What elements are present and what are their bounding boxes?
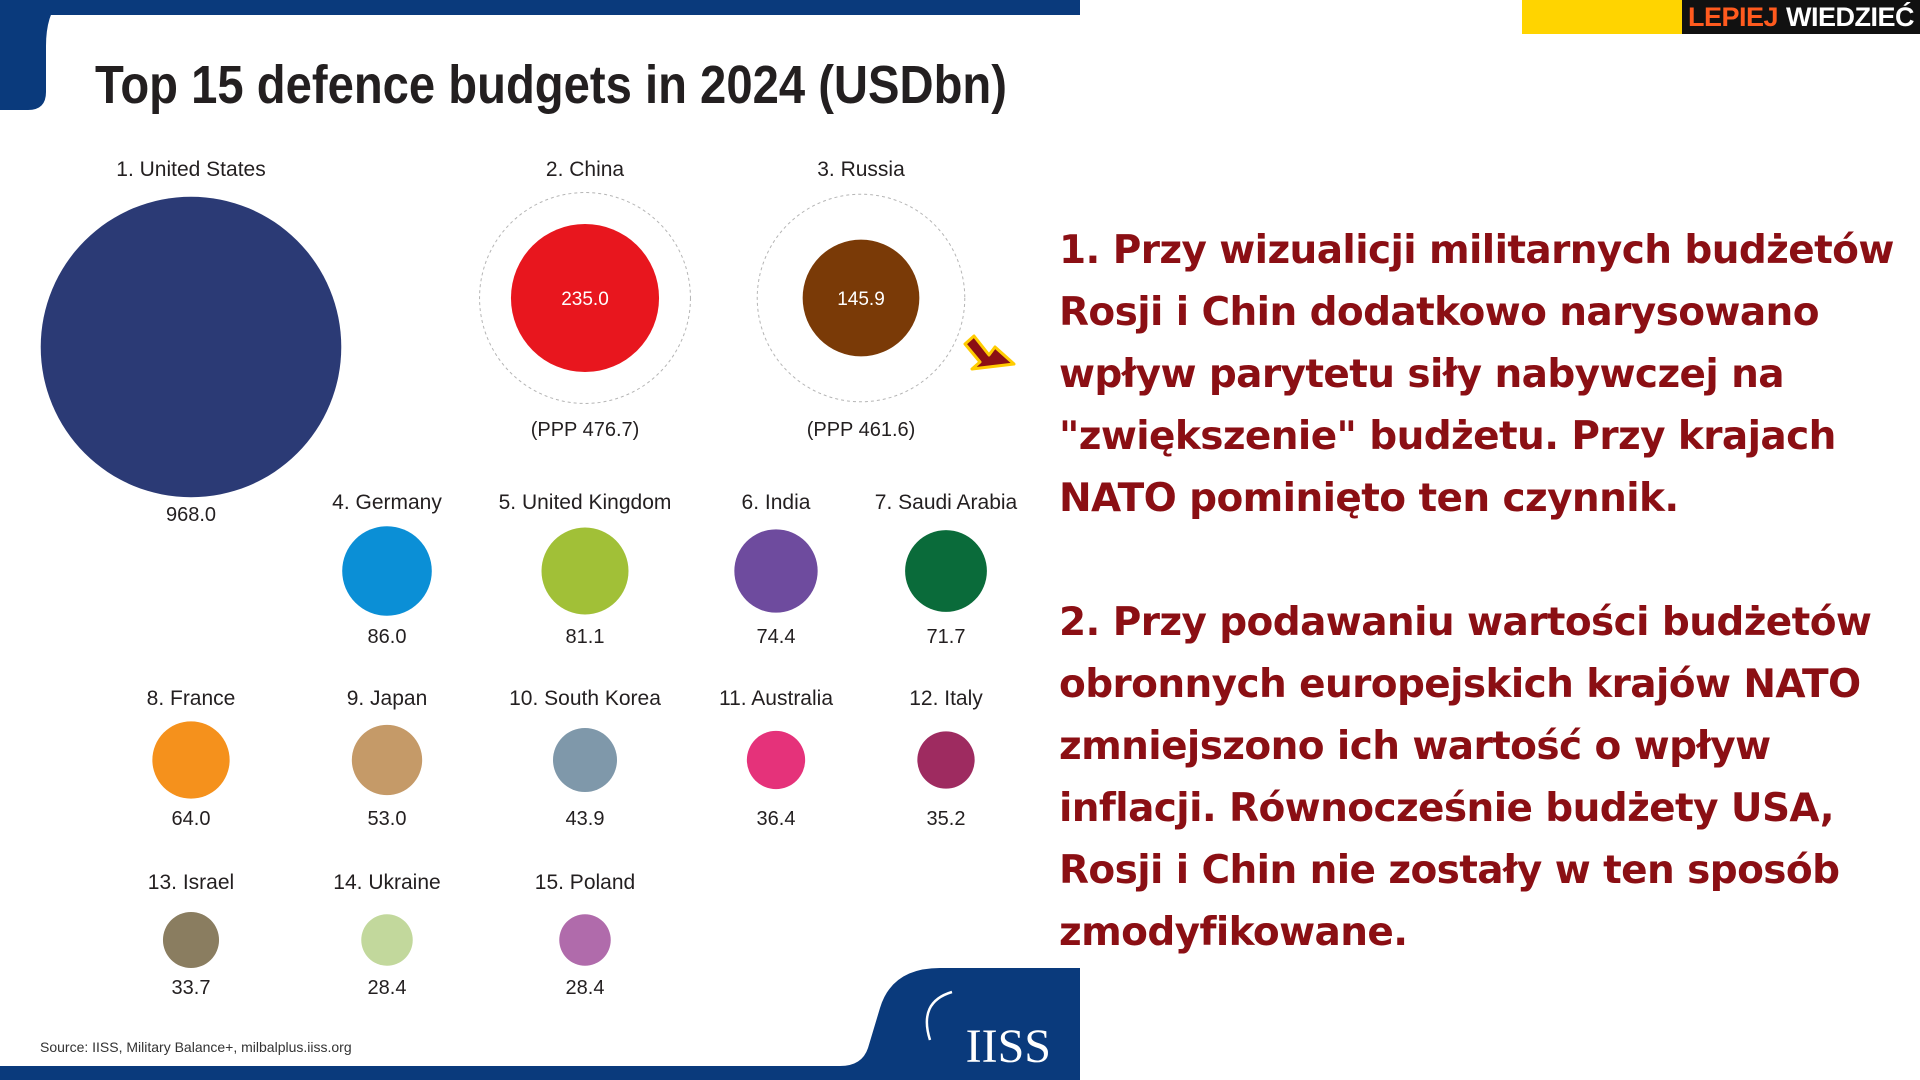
bubble-ukraine	[361, 914, 413, 966]
country-label-poland: 15. Poland	[535, 871, 635, 894]
country-label-china: 2. China	[546, 158, 625, 181]
value-label-japan: 53.0	[368, 808, 407, 830]
bubble-chart: Top 15 defence budgets in 2024 (USDbn) S…	[0, 0, 1080, 1080]
bubble-russia	[802, 239, 920, 357]
bubble-italy	[917, 731, 975, 789]
country-label-germany: 4. Germany	[332, 491, 442, 514]
bubble-japan	[351, 724, 423, 796]
country-label-israel: 13. Israel	[148, 871, 234, 894]
country-label-australia: 11. Australia	[719, 687, 833, 710]
bubble-united-kingdom	[541, 527, 629, 615]
country-label-south-korea: 10. South Korea	[509, 687, 661, 710]
country-label-india: 6. India	[742, 491, 811, 514]
commentary: 1. Przy wizualicji militarnych budżetów …	[1059, 220, 1909, 964]
value-label-saudi-arabia: 71.7	[927, 626, 966, 648]
bubble-germany	[342, 526, 432, 616]
value-label-germany: 86.0	[368, 626, 407, 648]
bubble-united-states	[40, 196, 342, 498]
badge-word-2: WIEDZIEĆ	[1786, 1, 1915, 32]
bubble-india	[734, 529, 818, 613]
frame-bottom-bar	[0, 1066, 1080, 1080]
value-label-united-states: 968.0	[166, 504, 216, 526]
country-label-united-kingdom: 5. United Kingdom	[499, 491, 672, 514]
badge-yellow-bar	[1521, 0, 1682, 34]
country-label-russia: 3. Russia	[817, 158, 905, 181]
source-note: Source: IISS, Military Balance+, milbalp…	[40, 1039, 352, 1055]
value-label-india: 74.4	[757, 626, 796, 648]
bubble-australia	[746, 730, 806, 790]
frame-top-bar	[0, 0, 1080, 15]
value-label-united-kingdom: 81.1	[566, 626, 605, 648]
value-label-italy: 35.2	[927, 808, 966, 830]
commentary-point-1: 1. Przy wizualicji militarnych budżetów …	[1059, 228, 1894, 521]
country-label-saudi-arabia: 7. Saudi Arabia	[875, 491, 1018, 514]
country-label-ukraine: 14. Ukraine	[333, 871, 440, 894]
chart-marks: 1. United States 968.0 2. China 235.0 (PPP 4…	[40, 158, 1018, 999]
ppp-ring-china	[479, 192, 691, 404]
iiss-logo-text: IISS	[966, 1020, 1051, 1073]
value-label-russia: 145.9	[837, 289, 885, 310]
badge-text-box: LEPIEJ WIEDZIEĆ	[1681, 0, 1920, 34]
bubble-saudi-arabia	[905, 530, 987, 612]
badge-word-1: LEPIEJ	[1687, 1, 1779, 32]
annotation-arrow-icon	[963, 334, 1016, 371]
value-label-ukraine: 28.4	[368, 977, 407, 999]
bubble-france	[152, 721, 230, 799]
country-label-france: 8. France	[147, 687, 236, 710]
value-label-china: 235.0	[561, 289, 609, 310]
ppp-label-russia: (PPP 461.6)	[807, 419, 916, 441]
bubble-china	[510, 223, 660, 373]
ppp-label-china: (PPP 476.7)	[531, 419, 640, 441]
frame-logo-corner	[840, 968, 1080, 1066]
value-label-australia: 36.4	[757, 808, 796, 830]
value-label-france: 64.0	[172, 808, 211, 830]
country-label-united-states: 1. United States	[116, 158, 265, 181]
bubble-poland	[559, 914, 611, 966]
commentary-point-2: 2. Przy podawaniu wartości budżetów obro…	[1059, 600, 1872, 955]
value-label-israel: 33.7	[172, 977, 211, 999]
chart-title: Top 15 defence budgets in 2024 (USDbn)	[95, 55, 1007, 115]
value-label-south-korea: 43.9	[566, 808, 605, 830]
bubble-south-korea	[552, 727, 618, 793]
value-label-poland: 28.4	[566, 977, 605, 999]
iiss-logo-swoosh	[925, 990, 953, 1041]
country-label-japan: 9. Japan	[347, 687, 428, 710]
brand-badge: LEPIEJ WIEDZIEĆ	[1521, 0, 1920, 34]
chart-panel: Top 15 defence budgets in 2024 (USDbn) S…	[0, 0, 1080, 1080]
ppp-ring-russia	[756, 193, 966, 403]
bubble-israel	[162, 911, 220, 969]
frame-corner	[0, 0, 60, 110]
country-label-italy: 12. Italy	[909, 687, 983, 710]
iiss-logo: IISS	[925, 990, 1051, 1073]
